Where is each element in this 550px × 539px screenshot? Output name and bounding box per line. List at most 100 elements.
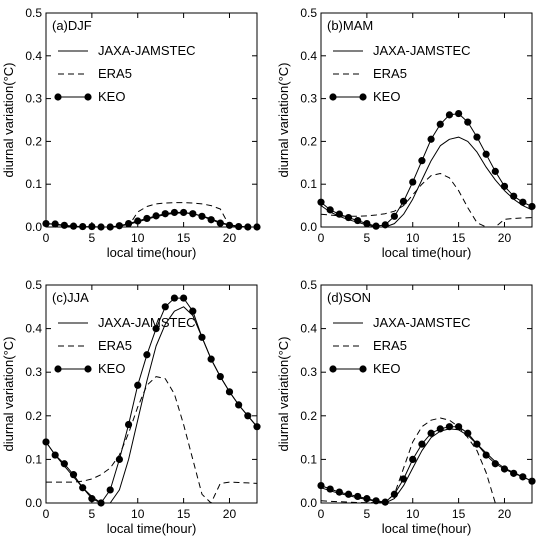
panel-3: 0 5 10 15 20 0.0 0.1 0.2 0.3 0.4 0.5 local time(hou… — [1, 278, 261, 536]
legend-label-keo: KEO — [373, 361, 400, 376]
data-point-keo — [409, 455, 417, 463]
data-point-keo — [134, 381, 142, 389]
data-point-keo — [418, 440, 426, 448]
data-point-keo — [79, 484, 87, 492]
y-tick-label: 0.1 — [25, 452, 42, 466]
data-point-keo — [115, 455, 123, 463]
data-point-keo — [235, 222, 243, 231]
x-axis-label: local time(hour) — [382, 245, 472, 260]
data-point-keo — [69, 471, 78, 479]
series-line-keo — [45, 211, 257, 228]
series-line-jaxa-jamstec — [320, 428, 533, 504]
y-tick-label: 0.3 — [300, 365, 317, 379]
data-point-keo — [180, 294, 188, 302]
data-point-keo — [335, 488, 343, 496]
data-point-keo — [198, 333, 206, 341]
x-tick-label: 5 — [89, 231, 96, 245]
data-point-keo — [363, 219, 371, 228]
data-point-keo — [326, 206, 334, 214]
data-point-keo — [482, 451, 490, 459]
data-point-keo — [152, 325, 160, 333]
y-tick-label: 0.4 — [25, 322, 42, 336]
x-tick-label: 20 — [223, 507, 237, 521]
data-point-keo — [60, 460, 68, 468]
x-tick-label: 0 — [318, 231, 325, 245]
data-point-keo — [235, 401, 243, 409]
data-point-keo — [455, 109, 463, 118]
y-tick-label: 0.0 — [300, 496, 317, 510]
panel-title: (d)SON — [327, 290, 371, 305]
x-tick-label: 10 — [406, 231, 420, 245]
y-tick-label: 0.3 — [25, 92, 42, 106]
data-point-keo — [354, 492, 362, 501]
data-point-keo — [482, 150, 490, 158]
data-point-keo — [134, 217, 142, 225]
data-point-keo — [244, 223, 252, 231]
data-point-keo — [390, 490, 398, 498]
panel-2: 0 5 10 15 20 0.0 0.1 0.2 0.3 0.4 0.5 local time(hou… — [276, 6, 536, 260]
data-point-keo — [106, 486, 114, 494]
x-tick-label: 15 — [452, 231, 466, 245]
y-tick-label: 0.1 — [300, 452, 317, 466]
data-point-keo — [216, 372, 224, 381]
data-point-keo — [519, 198, 527, 206]
x-tick-label: 10 — [131, 231, 145, 245]
data-point-keo — [152, 212, 160, 220]
data-point-keo — [198, 212, 206, 220]
data-point-keo — [161, 303, 169, 311]
plot-frame — [320, 284, 533, 504]
data-point-keo — [216, 219, 224, 227]
x-tick-label: 15 — [177, 231, 191, 245]
x-tick-label: 20 — [498, 231, 512, 245]
x-axis-label: local time(hour) — [382, 521, 472, 536]
y-tick-label: 0.5 — [300, 278, 317, 292]
data-point-keo — [427, 135, 435, 143]
y-axis-label: diurnal variation(°C) — [1, 336, 16, 451]
data-point-keo — [88, 222, 96, 231]
data-point-keo — [491, 167, 499, 175]
data-point-keo — [528, 202, 536, 211]
data-point-keo — [124, 219, 133, 228]
data-point-keo — [500, 182, 509, 190]
x-tick-label: 0 — [43, 231, 50, 245]
data-point-keo — [42, 438, 50, 446]
data-point-keo — [418, 157, 426, 165]
panel-1: 0 5 10 15 20 0.0 0.1 0.2 0.3 0.4 0.5 local time(hou… — [1, 6, 261, 260]
data-point-keo — [225, 388, 234, 396]
data-point-keo — [97, 223, 105, 231]
data-point-keo — [510, 469, 518, 477]
data-point-keo — [500, 465, 509, 473]
panel-title: (c)JJA — [52, 290, 89, 305]
legend-marker-keo — [329, 93, 337, 101]
data-point-keo — [344, 490, 353, 498]
data-point-keo — [79, 222, 87, 231]
y-tick-label: 0.4 — [300, 322, 317, 336]
x-tick-label: 15 — [452, 507, 466, 521]
data-point-keo — [455, 423, 463, 431]
legend-label-era5: ERA5 — [373, 338, 407, 353]
y-tick-label: 0.2 — [300, 409, 317, 423]
data-point-keo — [115, 222, 123, 230]
data-point-keo — [436, 120, 444, 128]
data-point-keo — [445, 111, 454, 119]
y-tick-label: 0.5 — [25, 6, 42, 20]
x-axis-label: local time(hour) — [107, 245, 197, 260]
data-point-keo — [106, 223, 114, 231]
data-point-keo — [326, 485, 334, 493]
data-point-keo — [170, 208, 179, 217]
legend-label-jaxa-jamstec: JAXA-JAMSTEC — [98, 43, 196, 58]
data-point-keo — [473, 133, 481, 141]
series-line-era5 — [46, 376, 258, 504]
data-point-keo — [189, 210, 197, 218]
panel-4: 0 5 10 15 20 0.0 0.1 0.2 0.3 0.4 0.5 local time(hou… — [276, 278, 536, 536]
legend-marker-keo — [84, 365, 92, 373]
data-point-keo — [180, 208, 188, 217]
data-point-keo — [491, 460, 499, 468]
y-tick-label: 0.1 — [25, 177, 42, 191]
data-point-keo — [317, 481, 325, 490]
y-tick-label: 0.4 — [25, 49, 42, 63]
legend-marker-keo — [54, 93, 62, 101]
data-point-keo — [170, 294, 179, 302]
legend-marker-keo — [329, 365, 337, 373]
